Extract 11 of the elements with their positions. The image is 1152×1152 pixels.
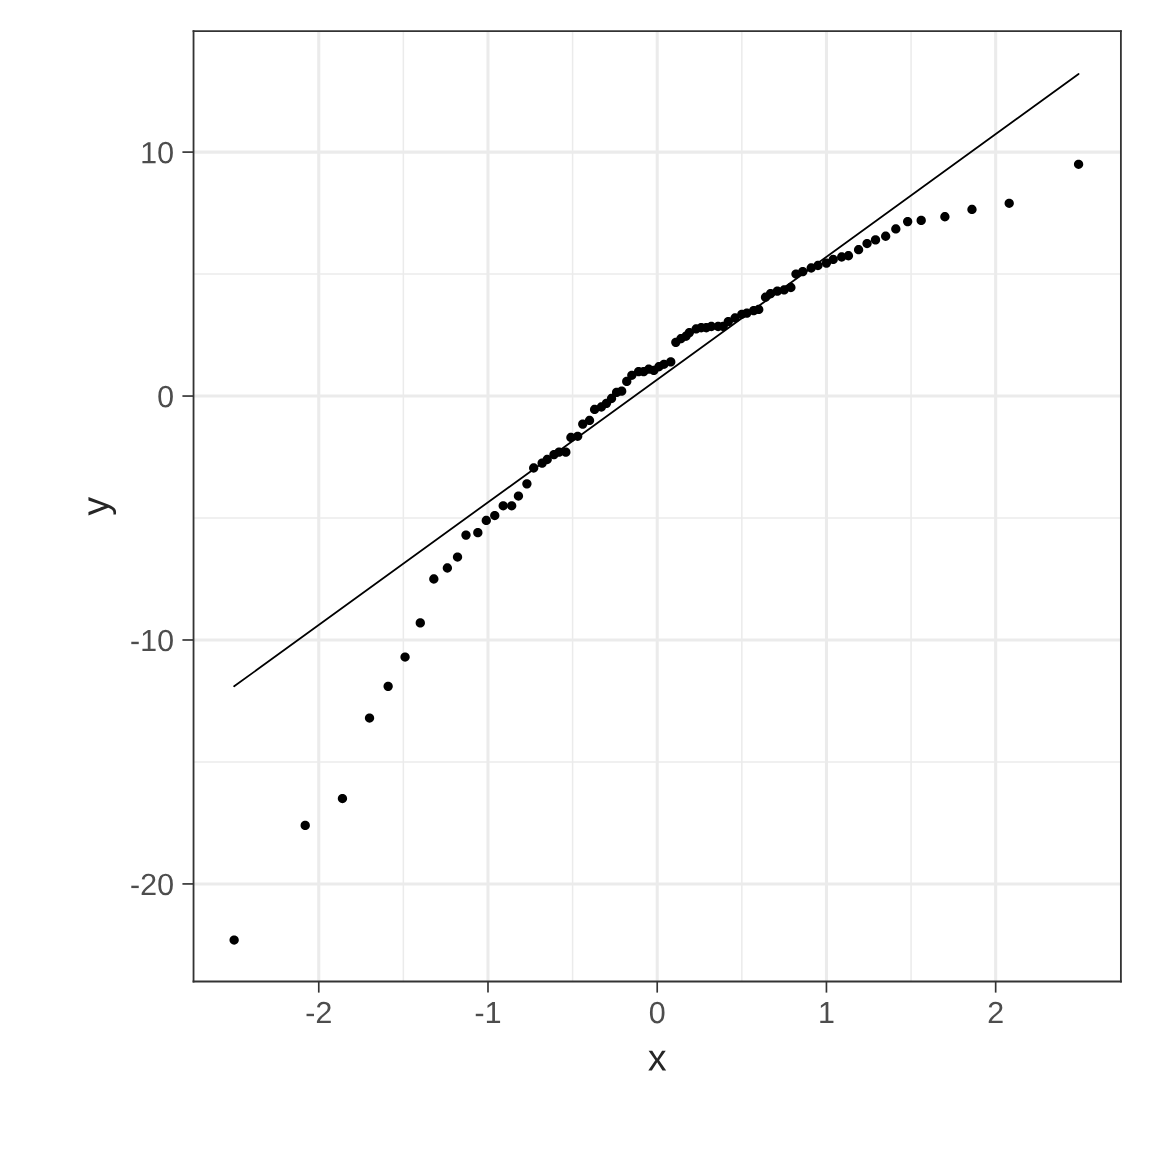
y-tick-label: -20 bbox=[131, 873, 173, 896]
x-tick-label: -1 bbox=[475, 1002, 501, 1024]
y-tick-label: 10 bbox=[142, 141, 173, 164]
x-tick-label: -2 bbox=[306, 1001, 331, 1024]
x-tick-label: 2 bbox=[988, 1001, 1003, 1024]
x-tick-label: 1 bbox=[820, 1002, 834, 1024]
x-axis-title: x bbox=[648, 1050, 667, 1071]
y-tick-label: 0 bbox=[158, 385, 173, 408]
y-axis-title: y bbox=[88, 497, 117, 516]
y-tick-label: -10 bbox=[131, 629, 173, 652]
x-tick-label: 0 bbox=[649, 1001, 665, 1024]
